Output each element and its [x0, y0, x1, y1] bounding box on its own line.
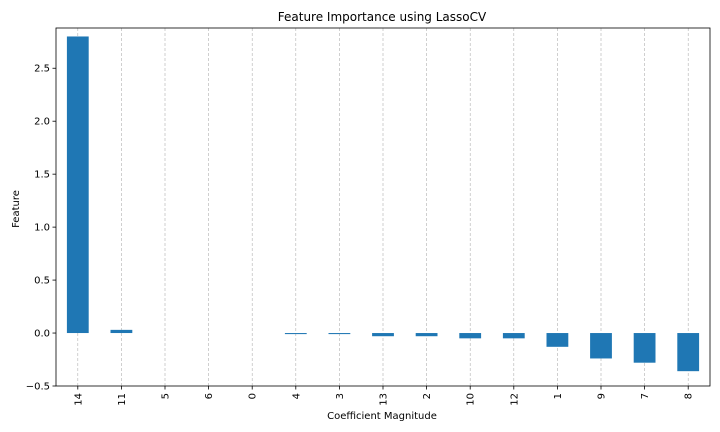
x-tick-label: 6 [204, 393, 215, 399]
y-tick-label: 0.5 [34, 276, 50, 287]
x-tick-label: 2 [422, 393, 433, 399]
bar-4 [284, 333, 307, 335]
bar-10 [459, 333, 482, 339]
bar-3 [328, 333, 351, 335]
bar-7 [633, 333, 656, 363]
chart-title: Feature Importance using LassoCV [278, 10, 487, 24]
x-tick-label: 1 [553, 393, 564, 399]
y-ticks: −0.5 0.0 0.5 1.0 1.5 2.0 2.5 [26, 64, 56, 393]
x-tick-label: 13 [379, 393, 390, 406]
x-tick-label: 11 [117, 393, 128, 406]
x-tick-label: 8 [684, 393, 695, 399]
bar-8 [677, 333, 700, 372]
bar-2 [415, 333, 438, 337]
x-tick-label: 12 [509, 393, 520, 406]
x-tick-label: 9 [597, 393, 608, 399]
bar-11 [110, 329, 133, 334]
x-tick-label: 14 [73, 393, 84, 406]
y-axis-label: Feature [11, 190, 22, 228]
y-tick-label: 2.5 [34, 64, 50, 75]
y-tick-label: 1.5 [34, 170, 50, 181]
bar-12 [502, 333, 525, 339]
bar-9 [590, 333, 612, 359]
y-tick-label: −0.5 [26, 382, 50, 393]
x-tick-label: 4 [291, 393, 302, 399]
y-tick-label: 1.0 [34, 223, 50, 234]
bars [66, 36, 700, 372]
bar-14 [66, 36, 89, 334]
bar-13 [372, 333, 394, 337]
x-tick-label: 5 [161, 393, 172, 399]
x-tick-label: 10 [466, 393, 477, 406]
bar-1 [546, 333, 569, 347]
x-tick-label: 7 [640, 393, 651, 399]
x-tick-label: 3 [335, 393, 346, 399]
x-axis-label: Coefficient Magnitude [327, 411, 437, 422]
x-tick-label: 0 [248, 393, 259, 399]
y-tick-label: 2.0 [34, 117, 50, 128]
y-tick-label: 0.0 [34, 329, 50, 340]
x-ticks: 14 11 5 6 0 4 3 13 2 10 12 1 9 7 8 [73, 386, 695, 406]
